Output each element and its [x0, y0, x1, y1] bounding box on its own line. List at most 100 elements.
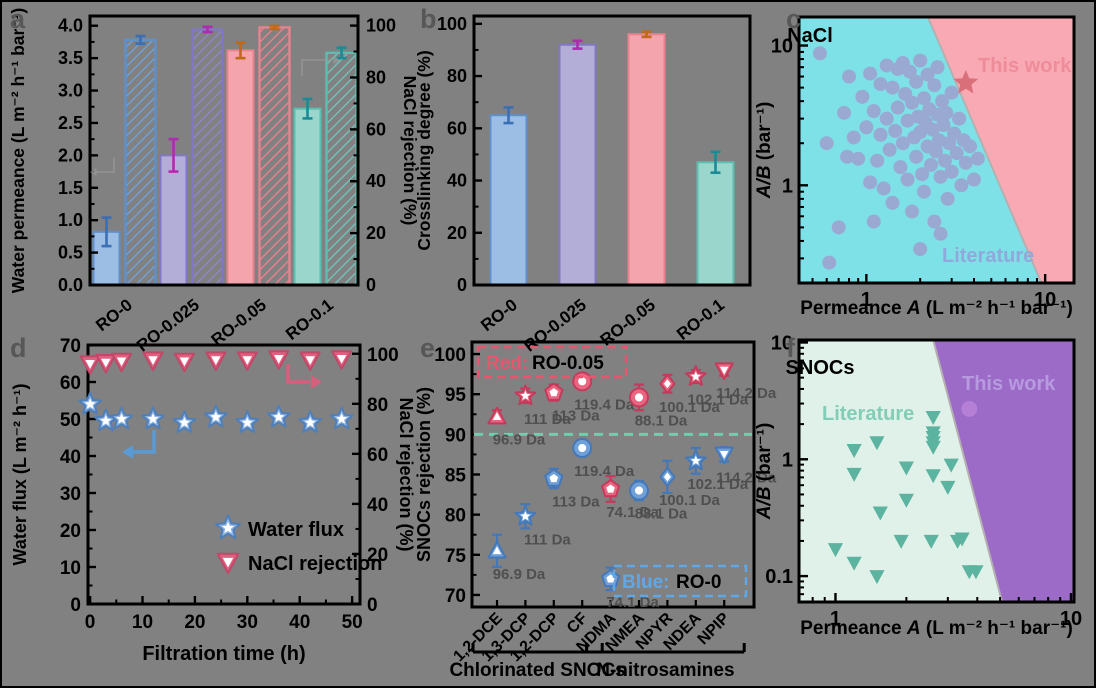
svg-text:111 Da: 111 Da — [524, 411, 571, 428]
svg-text:113 Da: 113 Da — [552, 494, 600, 511]
svg-text:60: 60 — [60, 373, 81, 394]
blue-RO-0-point-NPIP: 114.2 Da — [714, 446, 777, 486]
svg-text:NPIP: NPIP — [695, 610, 734, 649]
nacl-rejection-point — [205, 351, 227, 372]
water-flux-series — [78, 391, 354, 434]
water-flux-point — [203, 404, 228, 428]
svg-text:Red:: Red: — [486, 353, 528, 374]
nacl-rejection-point — [299, 351, 321, 372]
blue-RO-0-point-NPYR: 100.1 Da — [659, 459, 721, 509]
legend: Water flux NaCl rejection — [214, 514, 382, 575]
svg-text:Literature: Literature — [822, 403, 914, 425]
bar-RO-0 — [489, 114, 528, 286]
svg-text:95: 95 — [445, 385, 467, 406]
blue-RO-0-point-CF: 119.4 Da — [572, 438, 635, 480]
red-RO-0.05-point-NDMA: 74.1 Da — [601, 475, 660, 521]
svg-text:100: 100 — [367, 345, 399, 366]
svg-text:10: 10 — [1060, 608, 1082, 630]
svg-text:20: 20 — [447, 223, 467, 243]
red-RO-0.05-point-1,2-DCP: 113 Da — [544, 382, 600, 425]
svg-text:This work: This work — [962, 373, 1056, 395]
blue-RO-0-point-1,2-DCP: 113 Da — [544, 467, 600, 511]
svg-text:80: 80 — [366, 67, 386, 87]
svg-text:40: 40 — [60, 447, 81, 468]
svg-text:10: 10 — [771, 332, 793, 354]
svg-text:Chlorinated SNOCs: Chlorinated SNOCs — [449, 660, 625, 681]
star-marker — [684, 365, 707, 386]
svg-text:90: 90 — [445, 425, 466, 446]
svg-text:80: 80 — [445, 506, 466, 527]
panel-d-plot: 0 10 20 30 40 50010203040506070020406080100Wa… — [10, 336, 416, 665]
panel-b-plot: RO-0 RO-0.025 RO-0.05 RO-0.1020406080100Cro… — [414, 14, 752, 356]
svg-text:Filtration time (h): Filtration time (h) — [142, 643, 305, 665]
panel-letter-e: e — [420, 333, 436, 363]
panel-b-crosslinking-bars: RO-0 RO-0.025 RO-0.05 RO-0.1020406080100Cro… — [414, 14, 752, 356]
svg-text:85: 85 — [445, 466, 467, 487]
svg-text:100: 100 — [437, 14, 467, 34]
circle-marker — [629, 387, 649, 408]
star-marker — [514, 384, 537, 406]
water-flux-point — [109, 406, 134, 430]
triangle-up-marker — [487, 406, 507, 425]
svg-text:Permeance A (L m⁻² h⁻¹ bar⁻¹): Permeance A (L m⁻² h⁻¹ bar⁻¹) — [800, 618, 1073, 639]
svg-text:1: 1 — [861, 289, 872, 311]
svg-text:NaCl rejection: NaCl rejection — [248, 553, 382, 575]
svg-text:70: 70 — [60, 336, 81, 357]
water-flux-point — [78, 391, 103, 415]
svg-text:0.1: 0.1 — [765, 566, 793, 588]
svg-text:100.1 Da: 100.1 Da — [659, 492, 721, 509]
svg-text:20: 20 — [184, 612, 205, 633]
panel-f-snocs-tradeoff-scatter: 1 10 0.1 1 10 SNOCs This work Literature Permean… — [754, 332, 1082, 639]
triangle-up-marker — [487, 540, 507, 559]
svg-text:Water flux (L m⁻² h⁻¹): Water flux (L m⁻² h⁻¹) — [10, 383, 30, 565]
svg-text:RO-0.05: RO-0.05 — [532, 353, 604, 374]
nacl-rejection-point — [79, 355, 101, 375]
water-flux-point — [172, 410, 197, 434]
red-RO-0.05-point-NDEA: 102.1 Da — [684, 365, 749, 409]
blue-RO-0-point-1,2-DCE: 96.9 Da — [487, 533, 546, 583]
svg-text:30: 30 — [60, 484, 81, 505]
svg-text:2.0: 2.0 — [58, 145, 83, 165]
svg-text:114.2 Da: 114.2 Da — [716, 385, 777, 402]
triangle-down-marker — [714, 446, 734, 465]
literature-points — [812, 46, 985, 270]
nacl-rejection-point — [268, 350, 290, 370]
bar-RO-0.05 — [627, 33, 666, 286]
svg-text:0: 0 — [366, 275, 376, 295]
svg-text:4.0: 4.0 — [58, 16, 83, 36]
svg-text:1.5: 1.5 — [58, 178, 83, 198]
svg-text:Blue:: Blue: — [622, 572, 670, 593]
svg-text:2.5: 2.5 — [58, 113, 83, 133]
bar-rejection-RO-0.025 — [191, 28, 224, 287]
nacl-rejection-point — [173, 352, 195, 373]
svg-text:NaCl rejection (%): NaCl rejection (%) — [396, 397, 416, 551]
svg-text:10: 10 — [771, 36, 793, 58]
water-flux-point — [329, 406, 354, 430]
svg-text:3.0: 3.0 — [58, 81, 83, 101]
svg-text:Water flux: Water flux — [248, 519, 344, 541]
svg-text:40: 40 — [447, 171, 467, 191]
bar-rejection-RO-0 — [124, 38, 157, 287]
blue-RO-0-point-NMEA: 88.1 Da — [629, 479, 688, 523]
nacl-rejection-point — [331, 350, 353, 370]
svg-text:119.4 Da: 119.4 Da — [574, 396, 635, 413]
svg-text:50: 50 — [342, 612, 363, 633]
red-RO-0.05-point-NMEA: 88.1 Da — [629, 383, 688, 429]
svg-text:SNOCs: SNOCs — [786, 357, 855, 379]
svg-text:20: 20 — [366, 223, 386, 243]
axis-pointer-arrows — [90, 56, 340, 176]
bar-RO-0.1 — [696, 161, 735, 286]
svg-text:96.9 Da: 96.9 Da — [493, 566, 546, 583]
svg-text:10: 10 — [1034, 289, 1056, 311]
svg-text:1: 1 — [782, 449, 793, 471]
svg-text:100: 100 — [434, 345, 466, 366]
bar-permeance-RO-0.025 — [159, 154, 188, 286]
svg-text:0: 0 — [457, 275, 467, 295]
triangle-down-marker — [714, 362, 734, 381]
diamond-marker — [659, 373, 676, 394]
svg-text:RO-0: RO-0 — [92, 295, 136, 335]
svg-text:SNOCs rejection (%): SNOCs rejection (%) — [414, 387, 434, 562]
svg-text:0: 0 — [70, 595, 81, 616]
circle-marker — [572, 438, 593, 458]
